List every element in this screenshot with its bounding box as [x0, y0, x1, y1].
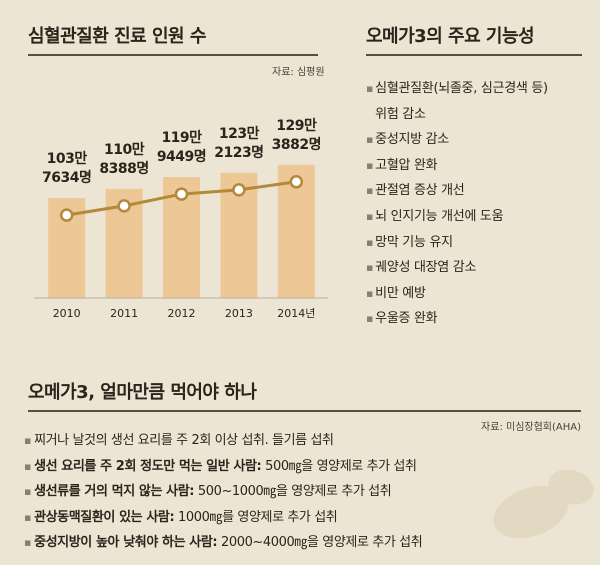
- intake-title: 오메가3, 얼마만큼 먹어야 하나: [28, 378, 581, 412]
- bullet-icon: ▪: [366, 82, 374, 95]
- trend-point: [117, 199, 131, 213]
- bullet-icon: ▪: [24, 485, 32, 498]
- chart-title: 심혈관질환 진료 인원 수: [28, 22, 318, 56]
- trend-point: [289, 175, 304, 189]
- list-item: ▪ 고혈압 완화: [366, 157, 438, 173]
- bullet-icon: ▪: [24, 434, 32, 447]
- list-item: ▪ 망막 기능 유지: [366, 234, 453, 250]
- trend-point: [174, 187, 189, 201]
- bullet-icon: ▪: [24, 510, 32, 524]
- list-item: ▪ 중성지방이 높아 낮춰야 하는 사람: 2000~4000㎎을 영양제로 추가…: [24, 535, 423, 550]
- data-label: 103만: [47, 151, 88, 167]
- data-label: 3882명: [272, 136, 321, 153]
- trend-point: [232, 183, 246, 197]
- list-item: ▪ 관절염 증상 개선: [366, 183, 465, 199]
- bullet-icon: ▪: [366, 312, 374, 326]
- bullet-icon: ▪: [366, 261, 374, 275]
- list-item: ▪ 비만 예방: [366, 285, 426, 301]
- data-label: 2123명: [214, 144, 263, 161]
- list-item: ▪ 중성지방 감소: [366, 132, 449, 148]
- bullet-icon: ▪: [24, 459, 32, 473]
- trend-point: [59, 208, 74, 222]
- bullet-icon: ▪: [24, 536, 32, 549]
- list-item: ▪ 궤양성 대장염 감소: [366, 260, 477, 276]
- x-tick-label: 2012: [168, 307, 196, 320]
- bullet-icon: ▪: [366, 286, 374, 300]
- data-label: 129만: [276, 118, 317, 134]
- bullet-icon: ▪: [366, 184, 374, 198]
- list-item: ▪ 생선 요리를 주 2회 정도만 먹는 일반 사람: 500㎎을 영양제로 추가…: [24, 458, 417, 474]
- data-label: 8388명: [99, 160, 148, 177]
- list-item: ▪ 관상동맥질환이 있는 사람: 1000㎎를 영양제로 추가 섭취: [24, 509, 338, 525]
- data-label: 9449명: [157, 148, 206, 165]
- x-tick-label: 2010: [53, 307, 81, 320]
- functions-title: 오메가3의 주요 기능성: [366, 22, 582, 56]
- x-tick-label: 2011: [110, 307, 138, 320]
- data-label: 7634명: [42, 169, 91, 186]
- intake-source: 자료: 미심장협회(AHA): [481, 422, 581, 433]
- bullet-icon: ▪: [366, 209, 374, 223]
- functions-list: ▪심혈관질환(뇌졸중, 심근경색 등) ▪위험 감소 ▪중성지방 감소 ▪고혈압…: [366, 76, 592, 332]
- bullet-icon: ▪: [366, 158, 374, 172]
- list-item: ▪ 심혈관질환(뇌졸중, 심근경색 등): [366, 81, 548, 96]
- chart-source: 자료: 심평원: [272, 67, 325, 78]
- list-item: ▪ 우울증 완화: [366, 311, 438, 327]
- bullet-icon: ▪: [366, 133, 374, 147]
- list-item: ▪ 생선류를 거의 먹지 않는 사람: 500~1000㎎을 영양제로 추가 섭취: [24, 484, 392, 499]
- data-label: 110만: [104, 142, 145, 158]
- bullet-icon: ▪: [366, 235, 374, 249]
- data-label: 123만: [219, 126, 260, 142]
- x-tick-label: 2013: [225, 307, 253, 320]
- list-item: ▪ 찌거나 날것의 생선 요리를 주 2회 이상 섭취. 들기름 섭취: [24, 433, 334, 448]
- data-label: 119만: [161, 130, 202, 146]
- bar-line-chart: 103만 7634명 110만 8388명 119만 9449명 123만 2123명 129만…: [34, 118, 328, 320]
- list-item: ▪위험 감소: [375, 106, 426, 122]
- x-tick-label: 2014년: [277, 307, 315, 320]
- list-item: ▪ 뇌 인지기능 개선에 도움: [366, 208, 504, 224]
- intake-list: ▪ 찌거나 날것의 생선 요리를 주 2회 이상 섭취. 들기름 섭취 ▪ 생선 요…: [24, 428, 584, 556]
